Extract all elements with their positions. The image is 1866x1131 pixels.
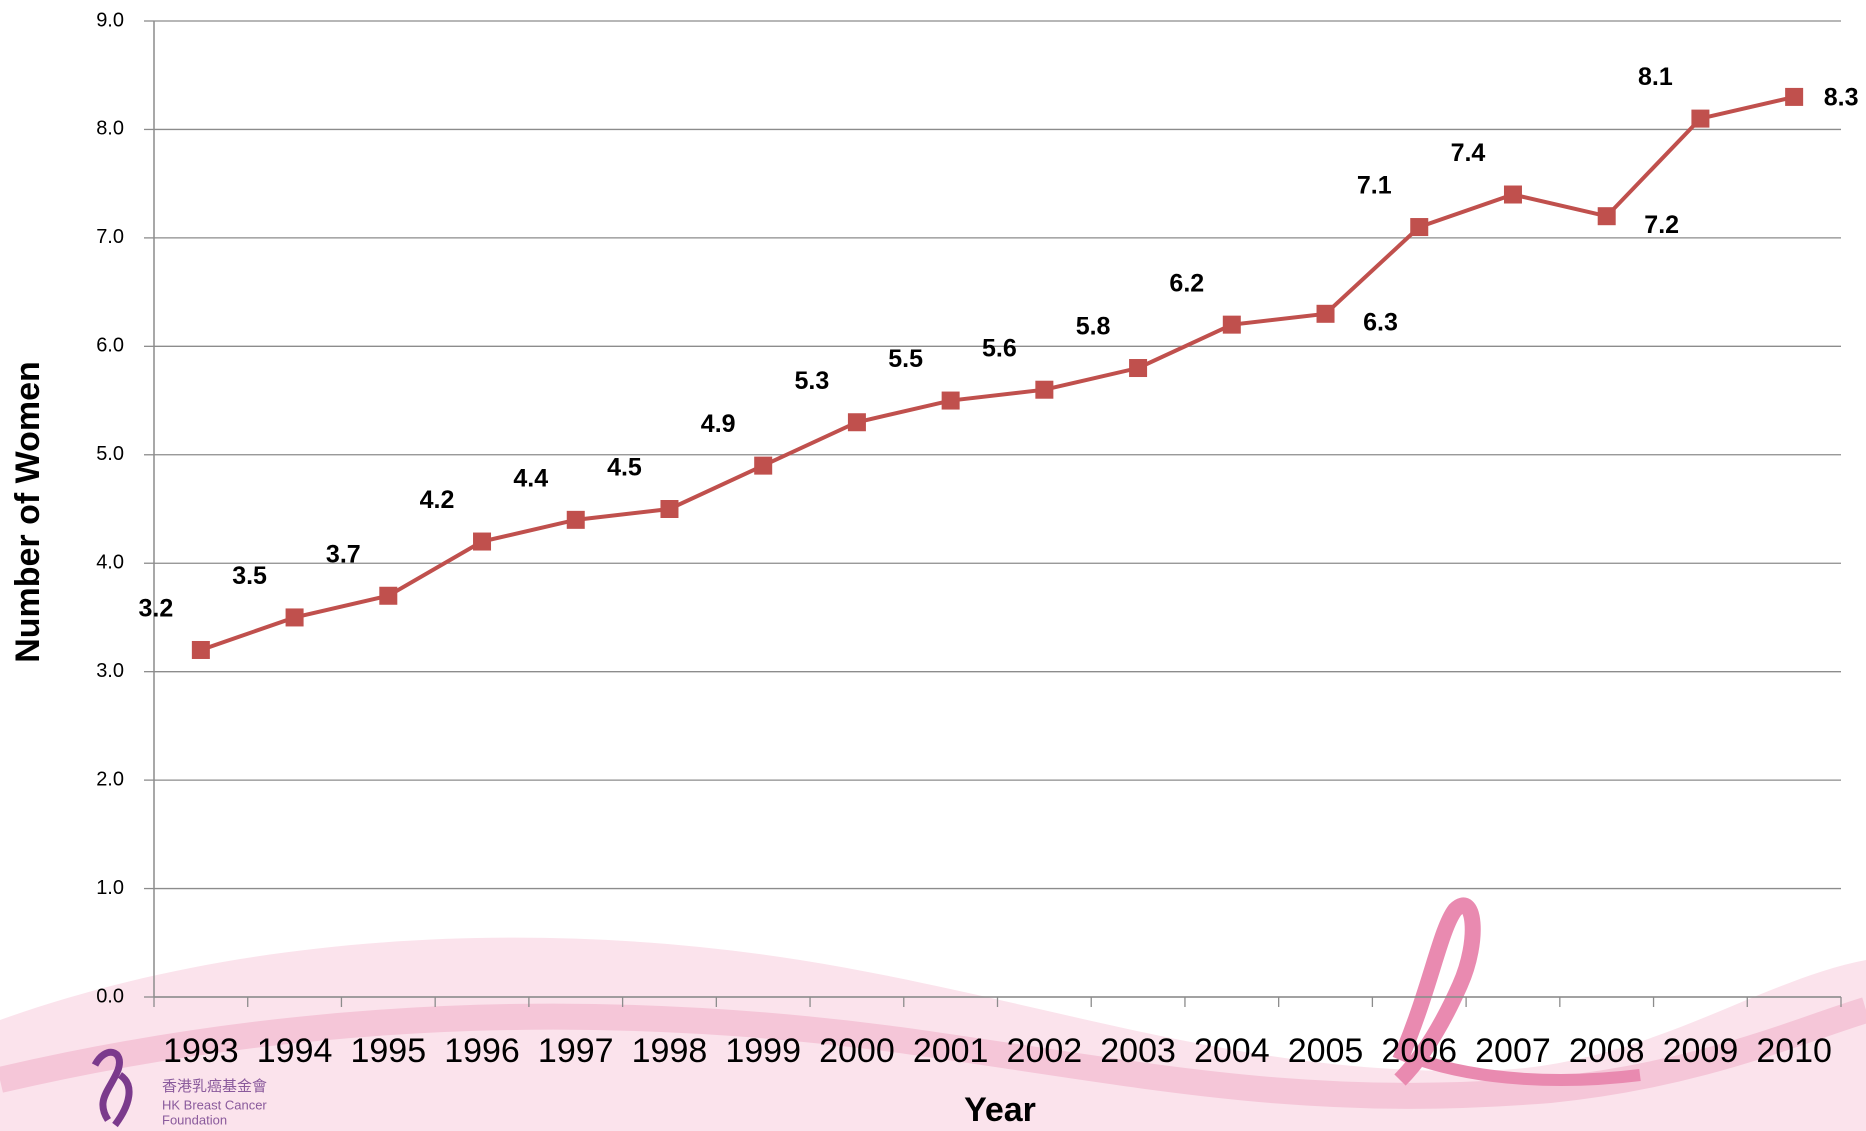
- data-label: 6.3: [1363, 308, 1398, 336]
- data-label: 5.3: [795, 367, 830, 395]
- logo-name-zh: 香港乳癌基金會: [162, 1078, 267, 1095]
- x-tick-label: 2005: [1288, 1032, 1364, 1070]
- data-label: 6.2: [1169, 269, 1204, 297]
- data-label: 4.9: [701, 410, 736, 438]
- x-tick-label: 2001: [913, 1032, 989, 1070]
- data-line: [200, 94, 1795, 652]
- y-tick-label: 8.0: [96, 118, 124, 140]
- x-axis-title: Year: [964, 1091, 1036, 1129]
- data-label: 3.2: [138, 595, 173, 623]
- x-tick-label: 2006: [1381, 1032, 1457, 1070]
- x-tick-label: 2007: [1475, 1032, 1551, 1070]
- data-label: 8.1: [1638, 63, 1673, 91]
- ribbon-band: [0, 997, 1866, 1109]
- y-tick-label: 4.0: [96, 552, 124, 574]
- data-marker: [1316, 304, 1335, 323]
- data-marker: [1503, 185, 1522, 204]
- x-tick-label: 1994: [257, 1032, 333, 1070]
- x-tick-label: 1995: [350, 1032, 426, 1070]
- x-tick-label: 1993: [163, 1032, 239, 1070]
- data-label: 8.3: [1824, 84, 1859, 112]
- x-tick-label: 2002: [1007, 1032, 1083, 1070]
- data-label: 5.5: [888, 345, 923, 373]
- x-tick-label: 2010: [1756, 1032, 1832, 1070]
- x-tick-label: 1997: [538, 1032, 614, 1070]
- data-label: 3.5: [232, 562, 267, 590]
- logo-name-en: HK Breast Cancer: [162, 1097, 267, 1112]
- x-tick-label: 2004: [1194, 1032, 1270, 1070]
- pink-ribbon-tail: [1418, 1054, 1641, 1086]
- data-marker: [754, 456, 773, 475]
- pink-ribbon: [1392, 897, 1481, 1086]
- data-marker: [1129, 359, 1148, 378]
- data-marker: [1035, 380, 1054, 399]
- data-label: 7.2: [1644, 211, 1679, 239]
- y-tick-label: 5.0: [96, 443, 124, 465]
- logo-name-en: Foundation: [162, 1112, 227, 1127]
- data-marker: [1597, 207, 1616, 226]
- data-marker: [285, 608, 304, 627]
- data-label: 4.2: [420, 486, 455, 514]
- data-label: 5.6: [982, 334, 1017, 362]
- x-tick-label: 1998: [632, 1032, 708, 1070]
- data-label: 4.4: [513, 464, 548, 492]
- data-label: 3.7: [326, 540, 361, 568]
- y-tick-label: 0.0: [96, 985, 124, 1007]
- data-marker: [566, 510, 585, 529]
- y-tick-label: 7.0: [96, 226, 124, 248]
- data-marker: [1410, 218, 1429, 237]
- x-tick-label: 2008: [1569, 1032, 1645, 1070]
- y-axis-title: Number of Women: [9, 361, 47, 663]
- x-tick-label: 2009: [1663, 1032, 1739, 1070]
- data-label: 7.4: [1451, 139, 1486, 167]
- y-tick-label: 9.0: [96, 9, 124, 31]
- data-marker: [1785, 87, 1804, 106]
- data-marker: [847, 413, 866, 432]
- ribbon-background: [0, 897, 1866, 1131]
- x-tick-label: 1996: [444, 1032, 520, 1070]
- data-marker: [941, 391, 960, 410]
- y-tick-label: 3.0: [96, 660, 124, 682]
- logo: 香港乳癌基金會 HK Breast Cancer Foundation: [91, 1048, 267, 1128]
- y-tick-label: 2.0: [96, 768, 124, 790]
- data-marker: [1222, 315, 1241, 334]
- data-label: 5.8: [1076, 313, 1111, 341]
- x-tick-label: 1999: [725, 1032, 801, 1070]
- data-marker: [473, 532, 492, 551]
- data-marker: [191, 640, 210, 659]
- data-label: 4.5: [607, 454, 642, 482]
- data-marker: [660, 500, 679, 518]
- data-marker: [379, 586, 398, 605]
- data-label: 7.1: [1357, 172, 1392, 200]
- y-tick-label: 1.0: [96, 877, 124, 899]
- x-tick-label: 2003: [1100, 1032, 1176, 1070]
- data-marker: [1691, 109, 1710, 128]
- y-tick-label: 6.0: [96, 335, 124, 357]
- logo-mark: [91, 1048, 133, 1128]
- x-tick-label: 2000: [819, 1032, 895, 1070]
